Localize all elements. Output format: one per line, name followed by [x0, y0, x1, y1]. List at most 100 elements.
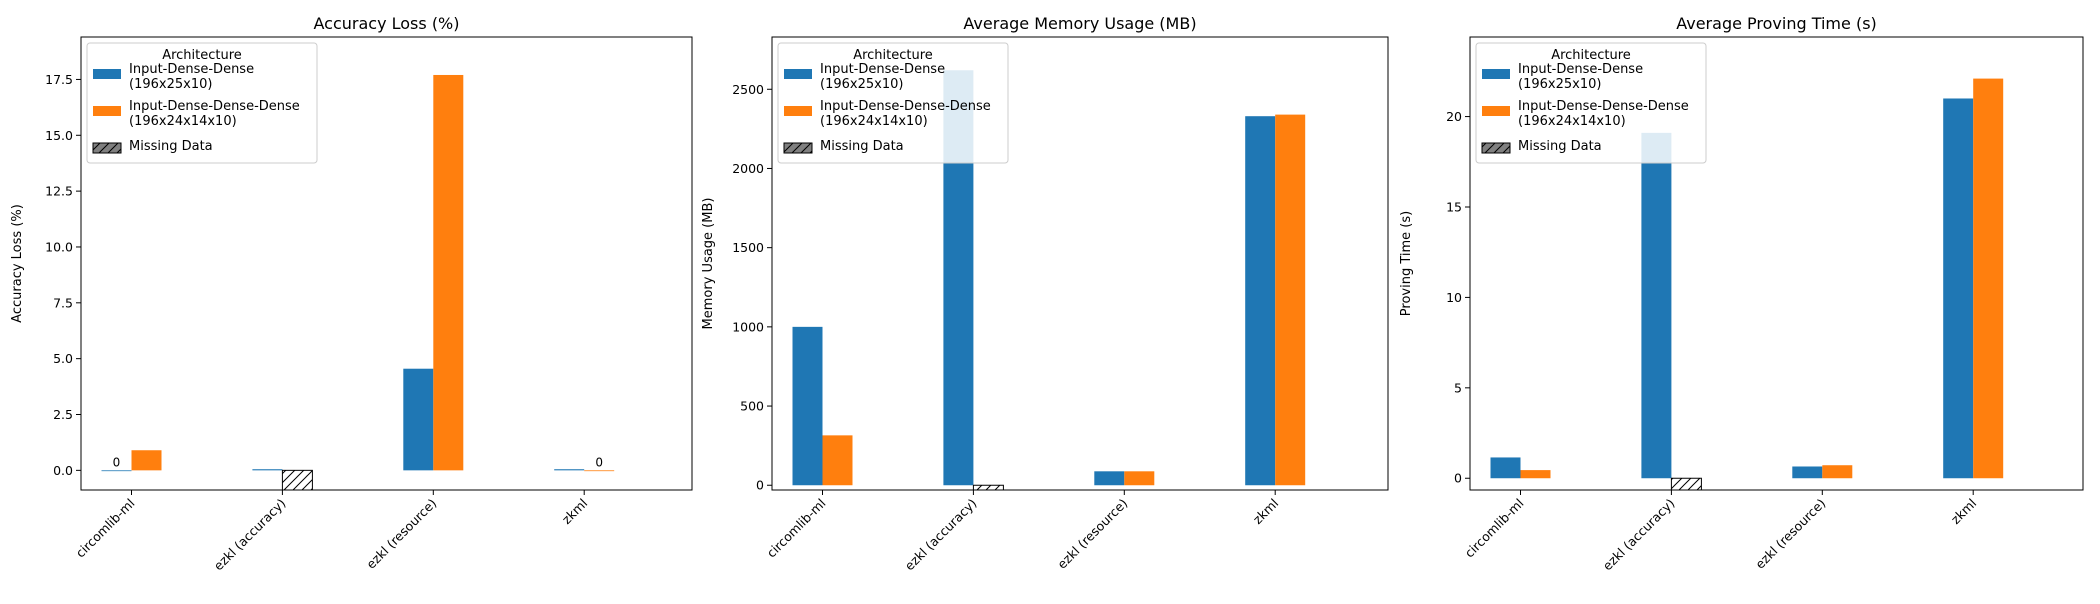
legend-swatch-series-b: [784, 106, 812, 116]
bar: [1822, 465, 1853, 479]
bar: [1943, 98, 1974, 479]
legend-label: Input-Dense-Dense: [1518, 62, 1643, 77]
bar: [1641, 132, 1672, 479]
missing-data-bar: [972, 484, 1004, 491]
x-tick-label: zkml: [1250, 496, 1281, 527]
bar: [584, 470, 615, 472]
x-tick-label: zkml: [1948, 496, 1979, 527]
y-tick-label: 0: [756, 478, 764, 493]
bar: [1094, 471, 1125, 486]
y-tick-label: 1000: [732, 319, 764, 334]
legend-label: Input-Dense-Dense-Dense: [129, 99, 300, 114]
y-tick-label: 15: [1446, 199, 1462, 214]
legend-label: Input-Dense-Dense-Dense: [1518, 99, 1689, 114]
y-tick-label: 2.5: [53, 407, 73, 422]
x-tick-label: circomlib-ml: [764, 496, 829, 561]
legend-label: Input-Dense-Dense-Dense: [820, 99, 991, 114]
bar: [433, 74, 464, 471]
y-axis-label: Accuracy Loss (%): [10, 204, 25, 323]
legend-swatch-series-a: [93, 69, 121, 79]
legend-box: [86, 42, 318, 164]
legend-title: Architecture: [1551, 48, 1631, 63]
legend-box: [1475, 42, 1707, 164]
zero-annotation: 0: [113, 455, 121, 469]
x-tick-label: ezkl (resource): [1054, 496, 1130, 572]
bar: [1490, 457, 1521, 479]
y-tick-label: 7.5: [53, 295, 73, 310]
bar: [792, 326, 823, 486]
y-tick-label: 0: [1454, 471, 1462, 486]
plot-frame: [1469, 36, 2084, 491]
x-tick-label: circomlib-ml: [73, 496, 138, 561]
legend-box: [777, 42, 1009, 164]
legend-label: Missing Data: [1518, 139, 1602, 154]
y-tick-label: 2500: [732, 82, 764, 97]
legend-label: (196x24x14x10): [820, 114, 928, 129]
zero-annotation: 0: [595, 455, 603, 469]
bar: [822, 435, 853, 486]
bar: [101, 470, 132, 472]
bar: [403, 368, 434, 471]
missing-data-bar: [1670, 477, 1702, 491]
plot-frame: [80, 36, 693, 491]
legend-swatch-missing: [92, 142, 122, 154]
legend-label: (196x25x10): [820, 77, 903, 92]
y-tick-label: 500: [740, 399, 764, 414]
y-axis-label: Proving Time (s): [1399, 211, 1414, 316]
legend-label: (196x25x10): [129, 77, 212, 92]
legend-swatch-missing: [783, 142, 813, 154]
y-tick-label: 10.0: [45, 239, 73, 254]
y-tick-label: 2000: [732, 161, 764, 176]
y-tick-label: 1500: [732, 240, 764, 255]
legend-swatch-series-a: [1482, 69, 1510, 79]
y-tick-label: 17.5: [45, 72, 73, 87]
legend-swatch-series-b: [93, 106, 121, 116]
y-tick-label: 10: [1446, 290, 1462, 305]
legend-swatch-series-a: [784, 69, 812, 79]
legend-label: Missing Data: [820, 139, 904, 154]
y-tick-label: 20: [1446, 109, 1462, 124]
legend-label: Input-Dense-Dense: [129, 62, 254, 77]
x-tick-label: zkml: [559, 496, 590, 527]
x-tick-label: ezkl (resource): [1752, 496, 1828, 572]
chart-title: Average Memory Usage (MB): [963, 14, 1196, 33]
bar: [554, 469, 585, 471]
bar: [131, 450, 162, 471]
y-tick-label: 5.0: [53, 351, 73, 366]
plot-frame: [771, 36, 1389, 491]
legend-label: Input-Dense-Dense: [820, 62, 945, 77]
bar: [1124, 471, 1155, 486]
chart-panel-2: Average Memory Usage (MB) Memory Usage (M…: [701, 14, 1389, 574]
legend: ArchitectureInput-Dense-Dense(196x25x10)…: [1475, 42, 1707, 164]
missing-data-bar: [281, 469, 313, 491]
y-tick-label: 5: [1454, 380, 1462, 395]
x-tick-label: ezkl (resource): [363, 496, 439, 572]
chart-panel-3: Average Proving Time (s) Proving Time (s)…: [1399, 14, 2084, 573]
y-tick-label: 12.5: [45, 184, 73, 199]
chart-panel-1: Accuracy Loss (%) Accuracy Loss (%) 0.0 2.5…: [10, 14, 693, 574]
legend-label: (196x24x14x10): [1518, 114, 1626, 129]
bar: [1275, 114, 1306, 486]
bar: [1245, 116, 1276, 486]
y-axis-label: Memory Usage (MB): [701, 198, 716, 330]
x-tick-label: circomlib-ml: [1462, 496, 1527, 561]
bar: [252, 469, 283, 471]
legend-swatch-series-b: [1482, 106, 1510, 116]
legend-swatch-missing: [1481, 142, 1511, 154]
legend-title: Architecture: [162, 48, 242, 63]
x-tick-label: ezkl (accuracy): [211, 496, 289, 574]
legend-label: (196x25x10): [1518, 77, 1601, 92]
legend: ArchitectureInput-Dense-Dense(196x25x10)…: [86, 42, 318, 164]
bar: [1973, 78, 2004, 479]
chart-title: Accuracy Loss (%): [314, 14, 460, 33]
legend: ArchitectureInput-Dense-Dense(196x25x10)…: [777, 42, 1009, 164]
chart-title: Average Proving Time (s): [1676, 14, 1877, 33]
bar: [1520, 470, 1551, 479]
legend-title: Architecture: [853, 48, 933, 63]
legend-label: (196x24x14x10): [129, 114, 237, 129]
x-tick-label: ezkl (accuracy): [902, 496, 980, 574]
legend-label: Missing Data: [129, 139, 213, 154]
bar: [1792, 466, 1823, 479]
